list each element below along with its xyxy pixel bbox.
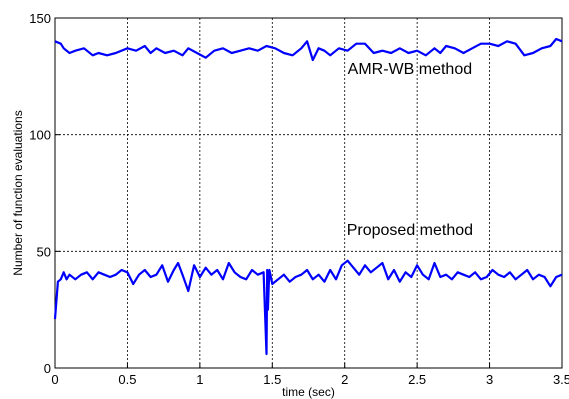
y-tick-label: 150 bbox=[29, 11, 51, 26]
annotations: AMR-WB method Proposed method bbox=[347, 61, 473, 239]
x-tick-label: 2.5 bbox=[408, 372, 426, 387]
series-line-2 bbox=[53, 259, 563, 356]
x-tick-label: 1.5 bbox=[263, 372, 281, 387]
y-tick-label: 50 bbox=[37, 244, 51, 259]
annotation-label: AMR-WB method bbox=[348, 61, 472, 78]
y-tick-label: 0 bbox=[44, 361, 51, 376]
x-tick-label: 3.5 bbox=[553, 372, 569, 387]
y-tick-label: 100 bbox=[29, 128, 51, 143]
x-tick-label: 3 bbox=[486, 372, 493, 387]
x-tick-label: 2 bbox=[341, 372, 348, 387]
grid-lines bbox=[55, 18, 562, 368]
y-axis-label: Number of function evaluations bbox=[11, 110, 25, 275]
axis-ticks: 0 0.5 1 1.5 2 2.5 3 3.5 0 50 100 150 bbox=[29, 11, 569, 387]
x-tick-label: 0.5 bbox=[118, 372, 136, 387]
annotation-label: Proposed method bbox=[347, 222, 473, 239]
series-line-1 bbox=[54, 37, 563, 62]
series-group bbox=[53, 37, 563, 356]
plot-frame bbox=[54, 17, 563, 369]
x-tick-label: 0 bbox=[51, 372, 58, 387]
x-tick-label: 1 bbox=[196, 372, 203, 387]
x-axis-label: time (sec) bbox=[282, 385, 335, 399]
